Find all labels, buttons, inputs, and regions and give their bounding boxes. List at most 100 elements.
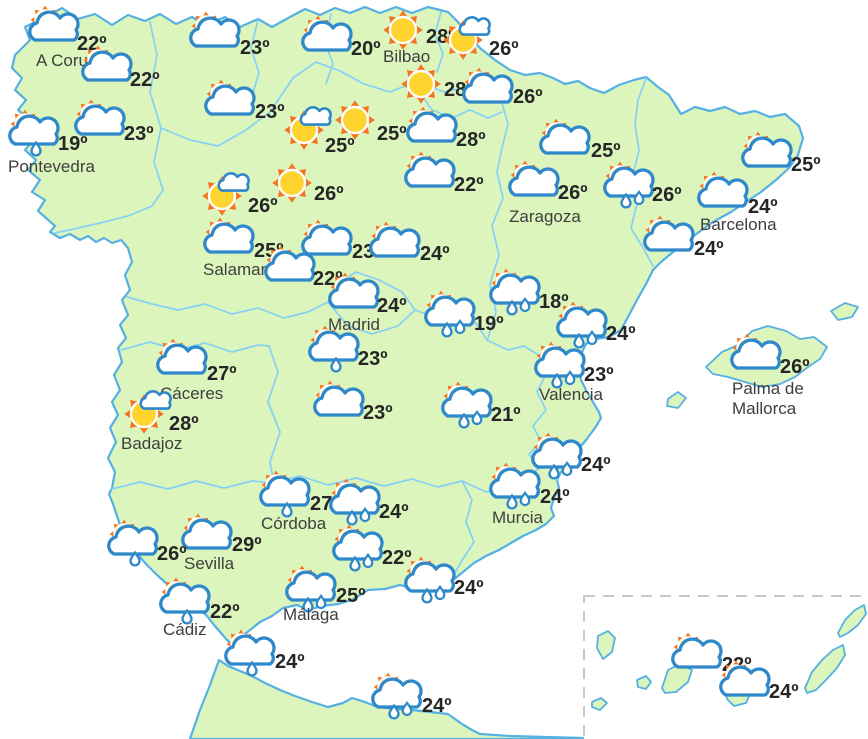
weather-station-point-35[interactable]: 23º [308, 325, 388, 373]
weather-station-pontevedra[interactable]: 19º Pontevedra [8, 109, 95, 176]
rain-2-icon [489, 462, 541, 510]
cloud-glyph [556, 306, 608, 338]
raindrop-glyph [129, 550, 141, 567]
temperature-label: 22º [130, 69, 160, 91]
partly-cloudy-icon [741, 131, 793, 168]
weather-station-point-29[interactable]: 18º [489, 268, 569, 316]
weather-station-point-47[interactable]: 24º [404, 556, 484, 604]
weather-station-zaragoza[interactable]: 26º Zaragoza [508, 160, 588, 226]
weather-station-point-3[interactable]: 20º [301, 15, 381, 60]
cloud-glyph [489, 273, 541, 305]
weather-station-point-39[interactable]: 24º [531, 432, 611, 480]
rain-2-icon [329, 478, 381, 526]
partly-cloudy-icon [28, 5, 80, 42]
cloud-glyph [371, 677, 423, 709]
partly-cloudy-icon [203, 217, 255, 254]
raindrop-glyph [551, 372, 563, 389]
raindrop-glyph [441, 321, 453, 338]
sun-glyph [335, 100, 375, 140]
weather-station-point-36[interactable]: 23º [313, 380, 393, 424]
city-label: Málaga [283, 605, 339, 624]
cloud-glyph [441, 386, 493, 418]
temperature-label: 26º [489, 38, 519, 60]
cloud-glyph [181, 518, 233, 550]
rain-2-icon [371, 672, 423, 720]
weather-station-point-5[interactable]: 26º [443, 16, 519, 60]
weather-station-point-30[interactable]: 19º [424, 290, 504, 338]
island-el-hierro [591, 697, 608, 711]
cloud-glyph [139, 390, 172, 410]
temperature-label: 23º [363, 402, 393, 424]
partly-cloudy-icon [264, 245, 316, 282]
weather-station-point-45[interactable]: 22º [332, 524, 412, 572]
sunny-icon [383, 10, 423, 50]
partly-cloudy-icon [643, 215, 695, 252]
weather-station-point-8[interactable]: 26º [462, 67, 543, 108]
canary-islands-inset [583, 595, 868, 739]
rain-1-icon [259, 470, 311, 518]
partly-cloudy-icon [74, 99, 126, 136]
rain-1-icon [308, 325, 360, 373]
weather-station-point-18[interactable]: 26º [603, 161, 682, 209]
weather-station-point-44[interactable]: 26º [107, 519, 187, 567]
weather-station-point-22[interactable]: 26º [202, 172, 278, 217]
weather-station-point-9[interactable]: 23º [204, 79, 285, 123]
weather-station-point-33[interactable]: 21º [441, 381, 521, 429]
weather-station-point-31[interactable]: 24º [556, 301, 636, 349]
temperature-label: 28º [169, 413, 199, 435]
cloud-glyph [603, 166, 655, 198]
weather-station-point-25[interactable]: 23º [301, 219, 382, 263]
weather-station-point-14[interactable]: 28º [406, 106, 486, 151]
partly-cloudy-icon [369, 221, 421, 258]
weather-station-point-26[interactable]: 24º [369, 221, 450, 265]
partly-cloudy-icon [204, 79, 256, 116]
island-tenerife [661, 663, 693, 694]
weather-station-point-2[interactable]: 23º [189, 11, 270, 59]
weather-station-point-19[interactable]: 25º [741, 131, 821, 176]
temperature-label: 22º [382, 547, 412, 569]
weather-station-point-13[interactable]: 25º [335, 100, 407, 145]
weather-station-point-16[interactable]: 22º [404, 151, 484, 196]
partly-cloudy-icon [539, 118, 591, 155]
partly-cloudy-icon [156, 338, 208, 375]
mostly-sunny-icon [202, 172, 250, 216]
weather-station-point-42[interactable]: 24º [329, 478, 409, 526]
weather-station-point-12[interactable]: 25º [284, 106, 355, 157]
weather-station-point-23[interactable]: 26º [272, 163, 344, 205]
temperature-label: 24º [379, 501, 409, 523]
rain-2-icon [556, 301, 608, 349]
raindrop-glyph [458, 412, 470, 429]
weather-station-point-21[interactable]: 24º [643, 215, 724, 260]
weather-station-point-50[interactable]: 24º [371, 672, 452, 720]
weather-station-point-15[interactable]: 25º [539, 118, 621, 162]
weather-station-point-27[interactable]: 22º [264, 245, 343, 290]
raindrop-glyph [548, 463, 560, 480]
city-label: Valencia [539, 385, 603, 404]
cloud-glyph [224, 634, 276, 666]
city-label: Córdoba [261, 514, 327, 533]
weather-station-point-52[interactable]: 24º [719, 660, 799, 703]
temperature-label: 28º [456, 129, 486, 151]
weather-station-point-10[interactable]: 23º [74, 99, 154, 145]
cloud-glyph [369, 226, 421, 258]
temperature-label: 27º [207, 363, 237, 385]
raindrop-glyph [633, 189, 645, 206]
weather-station-point-49[interactable]: 24º [224, 629, 305, 677]
cloud-glyph [406, 111, 458, 143]
weather-station-point-6[interactable]: 22º [81, 45, 160, 91]
temperature-label: 19º [58, 133, 88, 155]
cloud-glyph [203, 222, 255, 254]
